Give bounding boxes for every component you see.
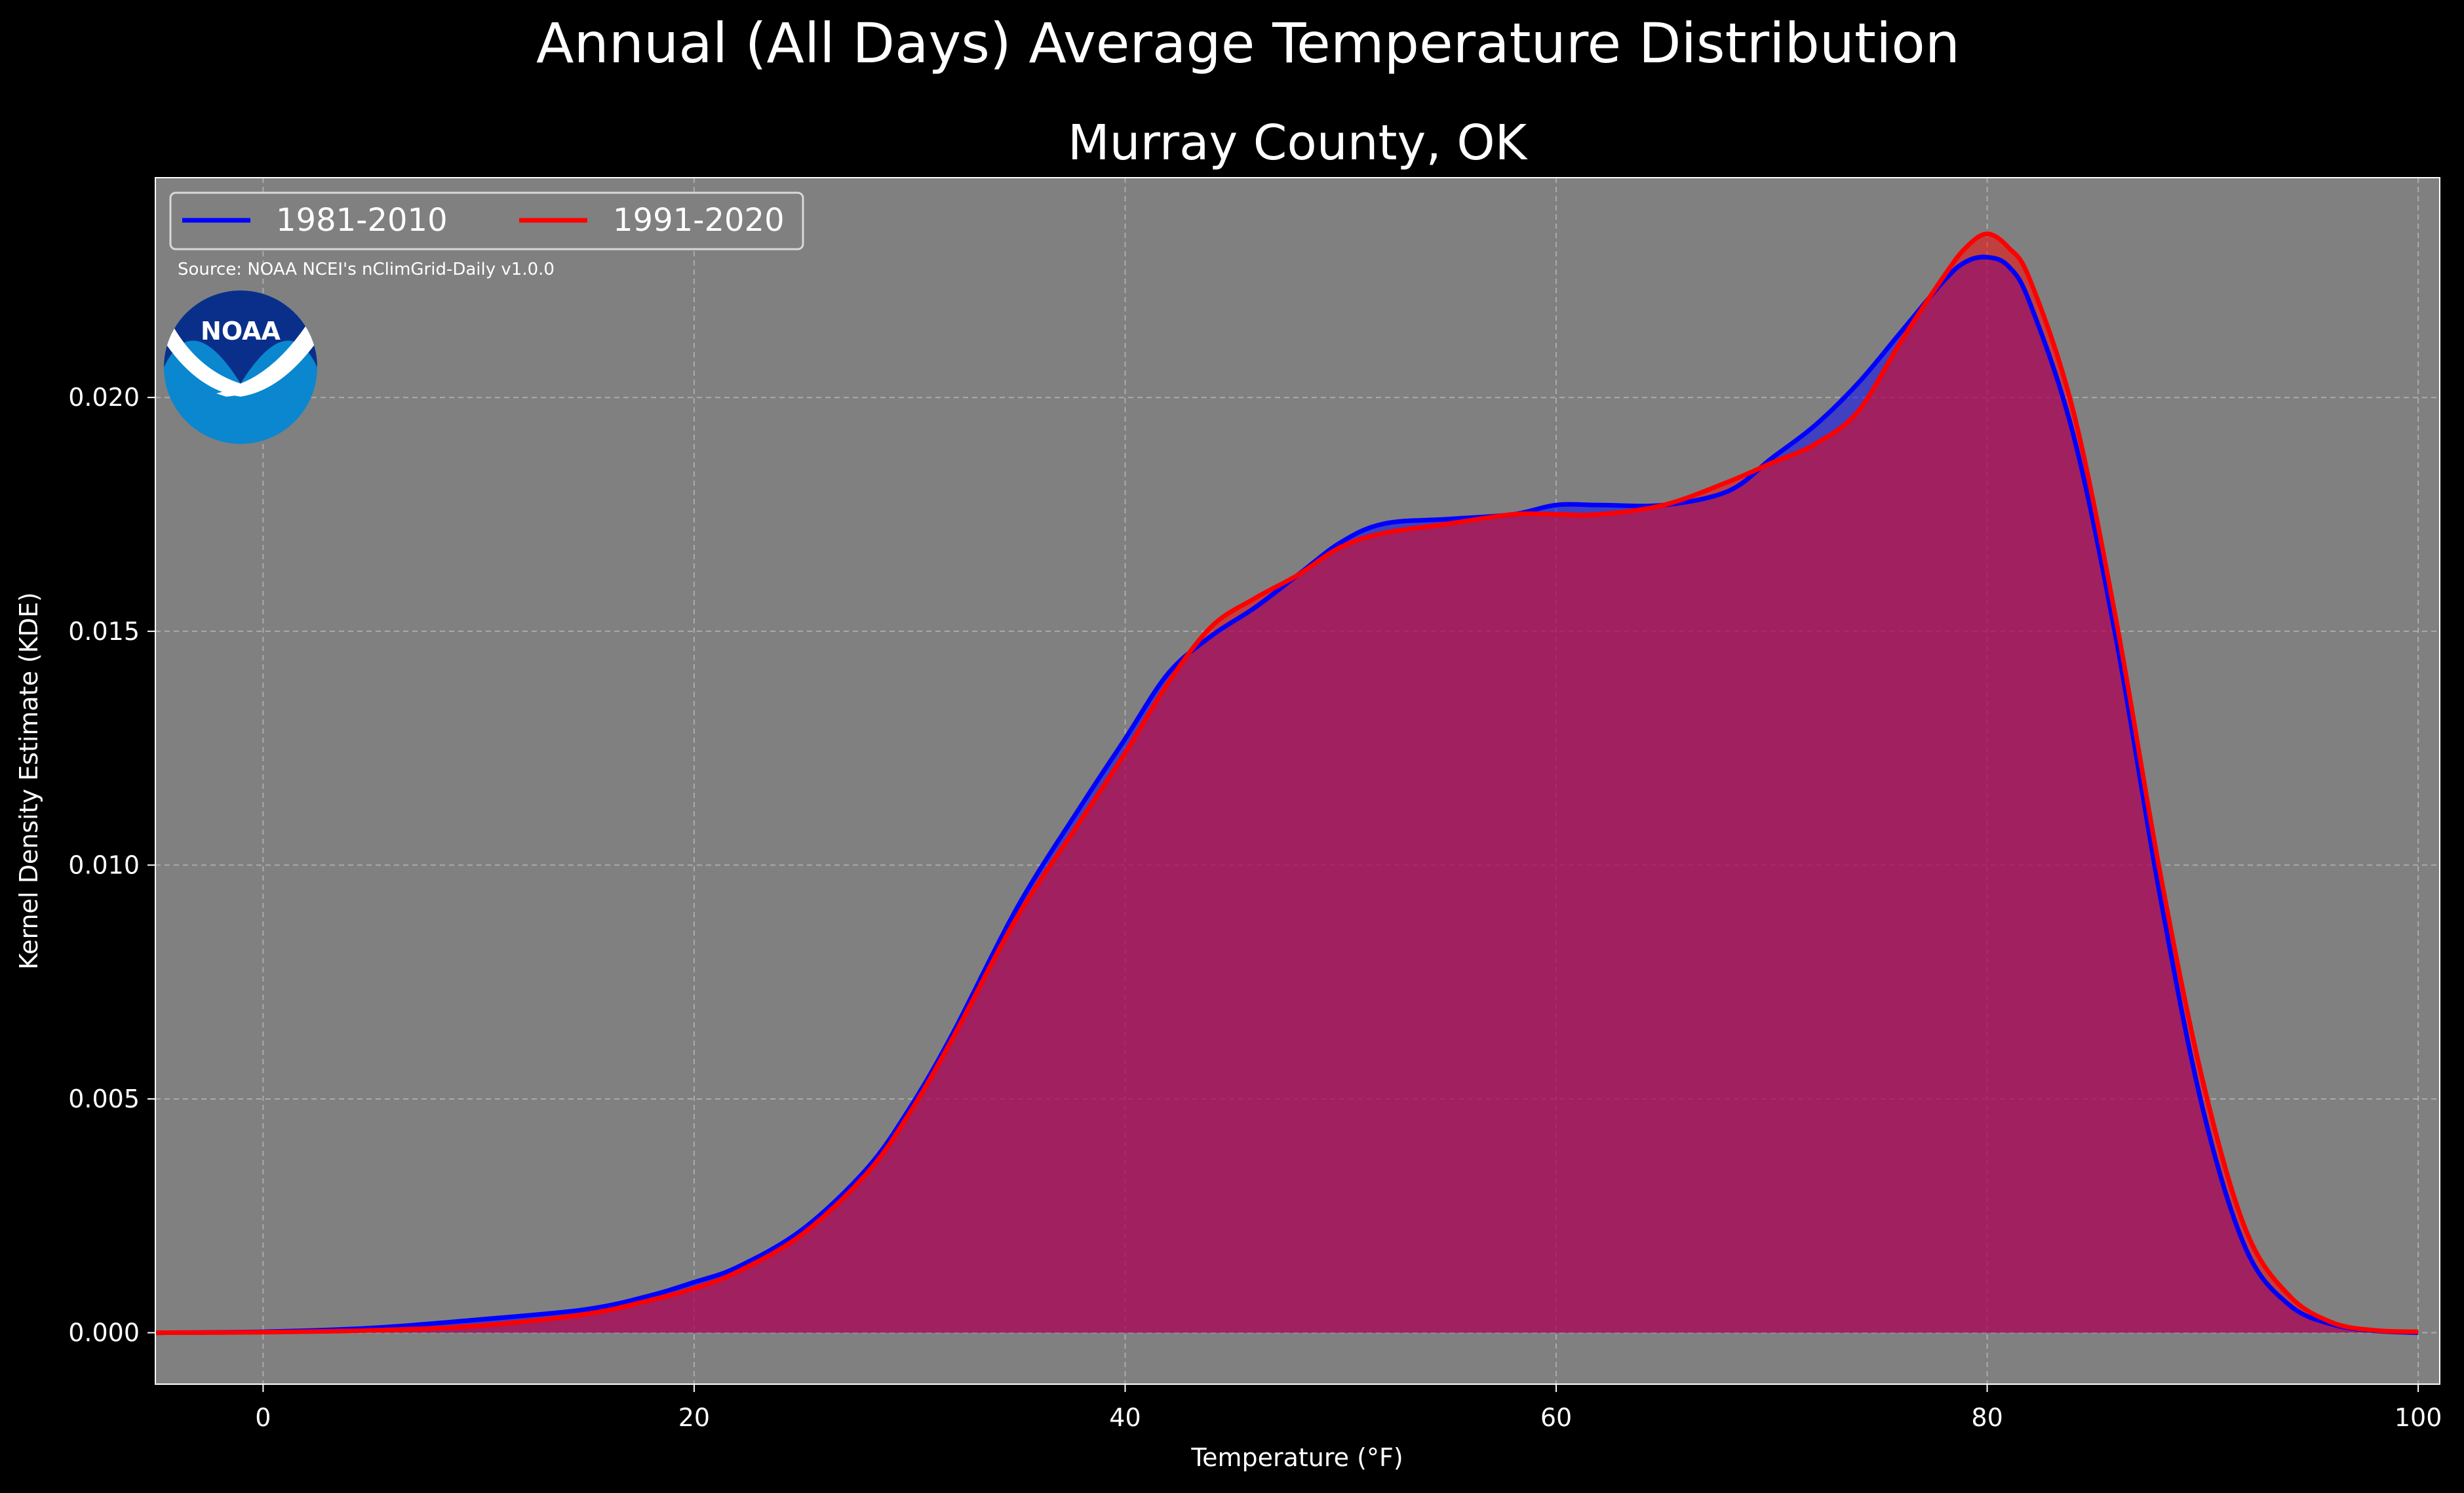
logo-text: NOAA <box>201 317 281 346</box>
x-tick-label: 60 <box>1540 1403 1572 1432</box>
noaa-logo: NOAA <box>164 290 317 444</box>
series-lines <box>155 231 2419 1336</box>
legend: 1981-2010 1991-2020 <box>169 191 804 250</box>
series-line-1991-2020 <box>155 231 2419 1336</box>
y-tick-label: 0.015 <box>68 617 140 646</box>
source-note: Source: NOAA NCEI's nClimGrid-Daily v1.0… <box>178 260 555 279</box>
plot-frame <box>155 177 2440 1385</box>
series-fill-1991-2020 <box>155 233 2419 1333</box>
chart-title: Annual (All Days) Average Temperature Di… <box>536 11 1960 75</box>
logo-inner-dome <box>164 290 317 384</box>
x-tick-label: 20 <box>678 1403 710 1432</box>
y-tick-label: 0.010 <box>68 850 140 879</box>
legend-box <box>169 191 804 250</box>
x-tick-label: 40 <box>1109 1403 1141 1432</box>
series-fills <box>155 233 2419 1333</box>
x-tick-label: 0 <box>255 1403 271 1432</box>
y-tick-label: 0.000 <box>68 1319 140 1347</box>
logo-seagull-shape <box>164 308 317 397</box>
y-axis-label: Kernel Density Estimate (KDE) <box>14 592 43 970</box>
legend-label-1991-2020: 1991-2020 <box>613 202 785 239</box>
logo-tail-shape <box>216 377 275 397</box>
x-tick-label: 100 <box>2395 1403 2442 1432</box>
y-tick-label: 0.005 <box>68 1085 140 1113</box>
axes: 0 20 40 60 80 100 0.000 0.005 0.010 0.015 0.020 <box>68 177 2442 1432</box>
legend-label-1981-2010: 1981-2010 <box>276 202 448 239</box>
chart-subtitle: Murray County, OK <box>1068 115 1529 171</box>
x-axis-label: Temperature (°F) <box>1190 1443 1403 1472</box>
x-tick-label: 80 <box>1971 1403 2003 1432</box>
y-tick-label: 0.020 <box>68 383 140 412</box>
